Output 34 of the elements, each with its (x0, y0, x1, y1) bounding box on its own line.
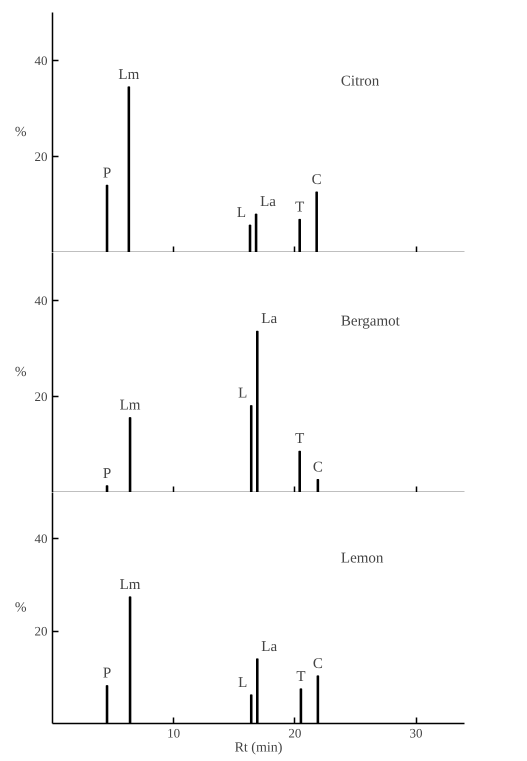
y-tick-label: 20 (34, 149, 48, 164)
annotation: L (238, 386, 248, 402)
annotation: La (261, 638, 278, 655)
y-tick-label: 40 (34, 531, 48, 546)
annotation: C (312, 656, 323, 672)
annotation: Lm (120, 576, 141, 593)
annotation: Lm (118, 66, 140, 83)
annotation: T (295, 199, 304, 216)
y-tick-label: 20 (34, 624, 48, 639)
annotation: P (102, 165, 112, 182)
annotation: L (238, 674, 248, 691)
y-tick-label: 20 (34, 389, 48, 404)
y-axis-title: % (14, 125, 27, 140)
annotation: C (312, 460, 323, 476)
annotation: P (102, 666, 112, 682)
x-tick-label: 10 (167, 726, 180, 740)
text: Lemon (340, 550, 384, 566)
annotation: La (260, 194, 276, 210)
annotation: La (261, 311, 278, 328)
x-tick-label: 30 (410, 726, 423, 740)
x-tick-label: 20 (288, 726, 302, 740)
annotation: T (296, 668, 306, 685)
y-axis-title: % (14, 365, 27, 380)
annotation: L (236, 205, 246, 222)
text: Bergamot (340, 313, 401, 330)
annotation: C (312, 172, 322, 188)
y-tick-label: 40 (34, 293, 48, 308)
annotation: T (295, 431, 304, 448)
x-axis-title: Rt (min) (234, 740, 283, 756)
annotation: Lm (120, 398, 141, 414)
text: Citron (340, 73, 380, 90)
y-tick-label: 40 (34, 53, 48, 68)
annotation: P (102, 466, 112, 482)
y-axis-title: % (14, 600, 27, 616)
